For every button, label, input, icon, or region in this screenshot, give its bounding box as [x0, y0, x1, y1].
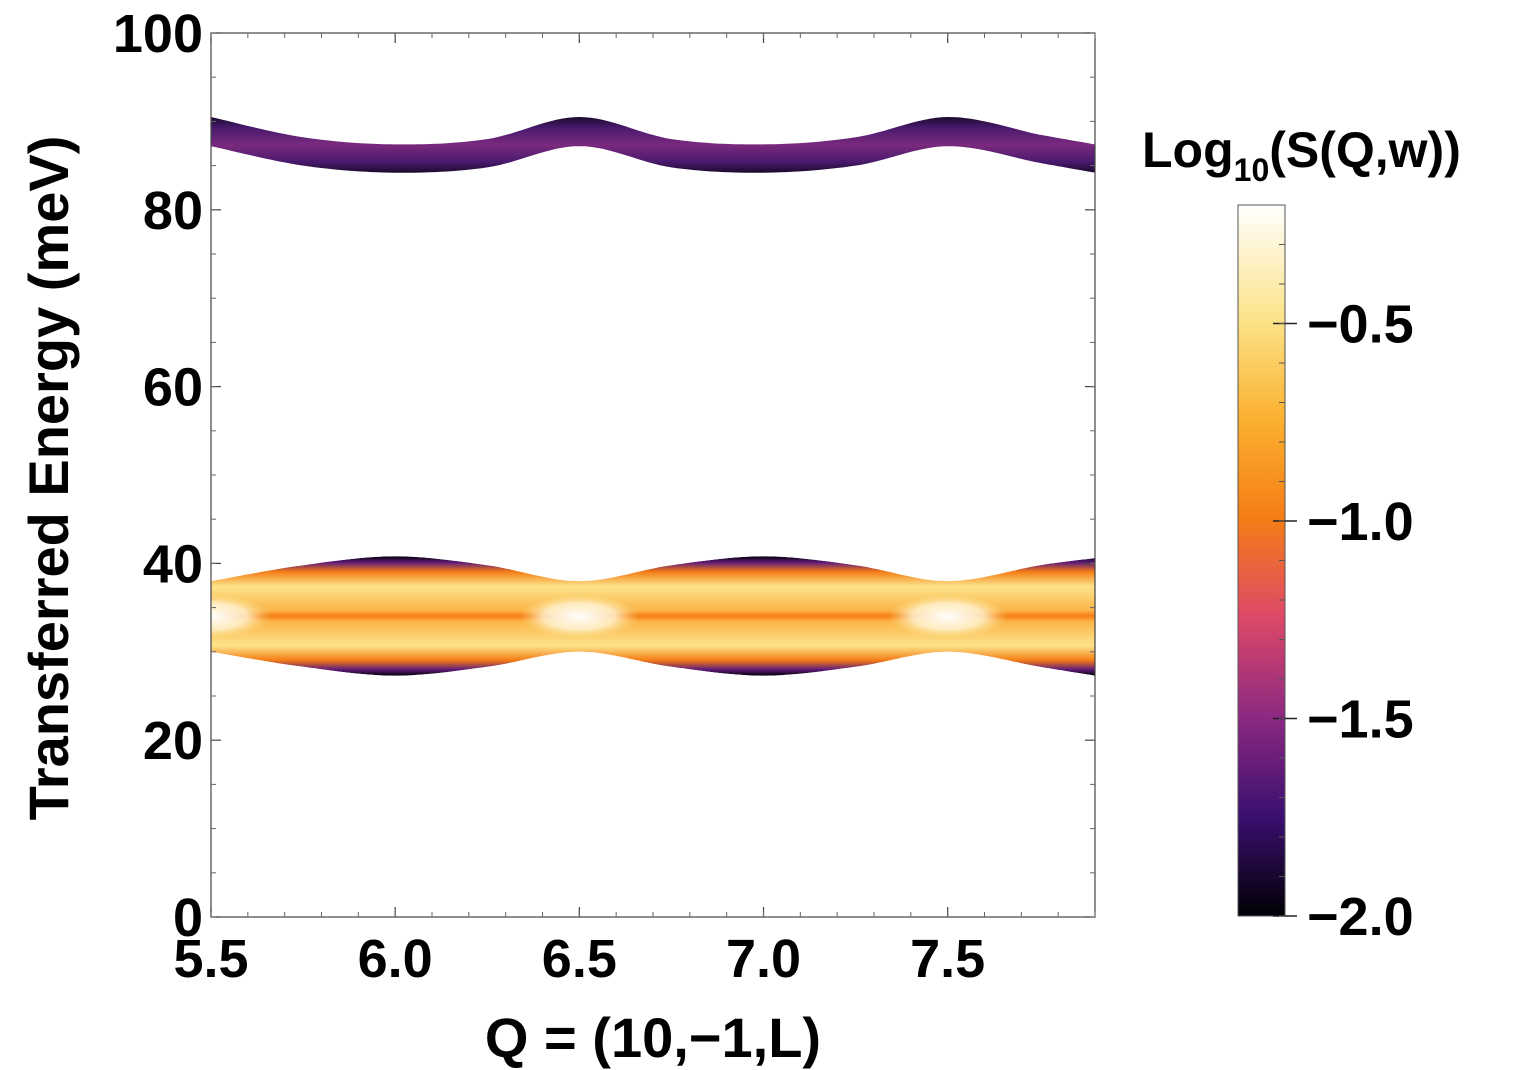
acoustic-mode-body	[211, 556, 1095, 676]
acoustic-node	[211, 594, 271, 639]
colorbar-ticks: −2.0 −1.5 −1.0 −0.5	[1273, 204, 1414, 947]
colorbar-gradient	[1237, 204, 1286, 917]
colorbar: −2.0 −1.5 −1.0 −0.5 Log10(S(Q,w))	[1142, 122, 1461, 947]
y-tick-label: 40	[143, 534, 203, 594]
heatmap-bands	[211, 117, 1095, 676]
x-tick-label: 5.5	[173, 929, 248, 989]
plot-area	[211, 33, 1095, 917]
x-tick-label: 6.0	[358, 929, 433, 989]
y-axis: 0 20 40 60 80 100	[113, 4, 1095, 948]
colorbar-tick-label: −1.5	[1307, 690, 1414, 750]
x-tick-label: 6.5	[542, 929, 617, 989]
colorbar-title-main: Log	[1142, 122, 1234, 178]
colorbar-tick-label: −0.5	[1307, 295, 1414, 355]
y-axis-title: Transferred Energy (meV)	[17, 136, 80, 821]
acoustic-mode-band	[211, 556, 1095, 676]
acoustic-node	[519, 594, 640, 639]
y-tick-label: 100	[113, 4, 203, 64]
optical-mode-band	[211, 117, 1095, 173]
acoustic-node	[887, 594, 1008, 639]
x-axis: 5.5 6.0 6.5 7.0 7.5	[173, 33, 1096, 989]
y-tick-label: 20	[143, 711, 203, 771]
y-tick-label: 80	[143, 181, 203, 241]
y-tick-label: 0	[173, 888, 203, 948]
colorbar-tick-label: −1.0	[1307, 492, 1414, 552]
x-axis-title: Q = (10,−1,L)	[485, 1006, 821, 1069]
colorbar-title-subscript: 10	[1234, 152, 1270, 188]
x-tick-label: 7.0	[726, 929, 801, 989]
colorbar-title-rest: (S(Q,w))	[1269, 122, 1461, 178]
colorbar-title: Log10(S(Q,w))	[1142, 122, 1461, 188]
y-tick-label: 60	[143, 358, 203, 418]
colorbar-tick-label: −2.0	[1307, 887, 1414, 947]
plot-background	[211, 33, 1095, 917]
x-tick-label: 7.5	[910, 929, 985, 989]
